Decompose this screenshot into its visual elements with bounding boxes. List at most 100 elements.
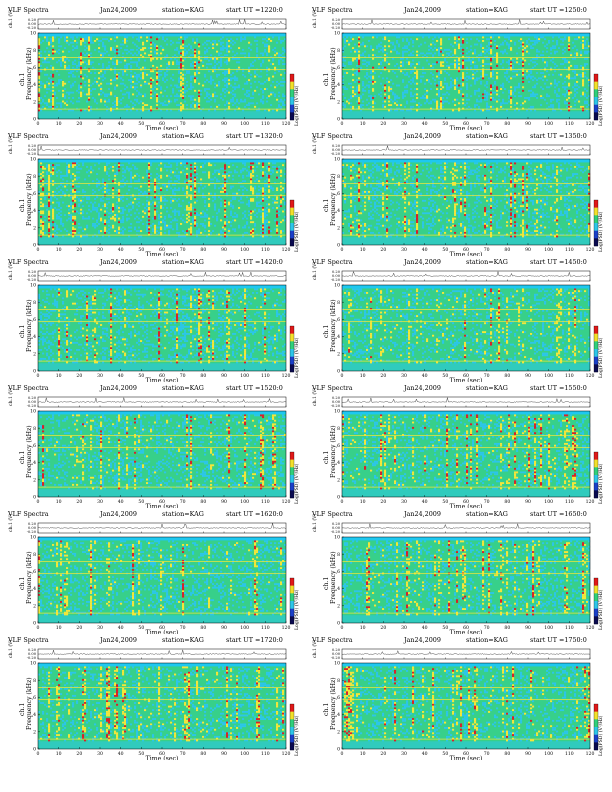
x-tick-label: 40 xyxy=(118,751,124,757)
x-tick-label: 10 xyxy=(360,499,366,505)
colorbar-label: Log(PSD) (V²/Hz) xyxy=(293,337,300,378)
waveform-tick-label: 0.00 xyxy=(28,22,37,26)
x-tick-label: 30 xyxy=(97,751,103,757)
y-tick-label: 10 xyxy=(334,661,340,667)
x-tick-label: 110 xyxy=(261,499,270,505)
colorbar-label: Log(PSD) (V²/Hz) xyxy=(293,85,300,126)
spectrogram-heatmap xyxy=(342,537,591,623)
waveform-tick-label: 0.00 xyxy=(28,526,37,530)
waveform-trace xyxy=(341,19,591,25)
x-tick-label: 90 xyxy=(221,751,227,757)
panel-start-time: start UT =1250:0 xyxy=(530,6,587,14)
x-tick-label: 50 xyxy=(138,247,144,253)
panel-station: station=KAG xyxy=(162,132,204,140)
waveform-tick-label: 0.20 xyxy=(332,270,341,274)
x-tick-label: 0 xyxy=(341,247,344,253)
waveform-tick-label: -0.20 xyxy=(27,404,37,408)
waveform-tick-label: 0.20 xyxy=(28,522,37,526)
colorbar-label: Log(PSD) (V²/Hz) xyxy=(293,715,300,756)
y-tick-label: 2 xyxy=(337,729,340,735)
panel-date: Jan24,2009 xyxy=(403,636,441,644)
waveform-trace xyxy=(37,19,287,25)
y-axis-label: Frequency (kHz) xyxy=(330,47,337,100)
y-tick-label: 6 xyxy=(33,695,36,701)
x-tick-label: 60 xyxy=(463,499,469,505)
x-tick-label: 90 xyxy=(525,247,531,253)
spectrogram-heatmap xyxy=(38,411,287,497)
y-tick-label: 2 xyxy=(33,351,36,357)
x-tick-label: 100 xyxy=(240,121,249,127)
y-tick-label: 6 xyxy=(337,695,340,701)
x-tick-label: 10 xyxy=(56,373,62,379)
x-axis-label: Time (sec) xyxy=(450,378,483,383)
waveform-tick-label: 0.00 xyxy=(332,526,341,530)
y-tick-label: 2 xyxy=(337,99,340,105)
x-tick-label: 50 xyxy=(138,625,144,631)
waveform-trace xyxy=(37,145,287,151)
y-tick-label: 4 xyxy=(33,82,36,88)
waveform-trace xyxy=(37,271,287,277)
panel-start-time: start UT =1220:0 xyxy=(226,6,283,14)
x-tick-label: 0 xyxy=(37,751,40,757)
x-tick-label: 30 xyxy=(97,373,103,379)
y-tick-label: 8 xyxy=(337,174,340,180)
panel-title: VLF Spectra xyxy=(7,636,49,644)
x-tick-label: 100 xyxy=(240,499,249,505)
x-tick-label: 60 xyxy=(159,625,165,631)
x-tick-label: 0 xyxy=(37,373,40,379)
colorbar xyxy=(593,73,599,121)
y-tick-label: 2 xyxy=(337,225,340,231)
spectra-panel-6: VLF Spectra Jan24,2009 station=KAG start UT… xyxy=(311,258,604,383)
x-tick-label: 20 xyxy=(76,499,82,505)
y-tick-label: 10 xyxy=(30,283,36,289)
panel-start-time: start UT =1520:0 xyxy=(226,384,283,392)
x-tick-label: 80 xyxy=(200,373,206,379)
colorbar xyxy=(593,451,599,499)
channel-label: ch.1 xyxy=(19,73,26,86)
channel-label: ch.1 xyxy=(323,325,330,338)
x-tick-label: 90 xyxy=(525,625,531,631)
y-tick-label: 8 xyxy=(337,678,340,684)
x-tick-label: 100 xyxy=(240,247,249,253)
panel-station: station=KAG xyxy=(466,384,508,392)
y-tick-label: 6 xyxy=(337,569,340,575)
waveform-ylabel: ch.1 (V) xyxy=(311,640,318,658)
waveform-tick-label: -0.20 xyxy=(27,656,37,660)
x-tick-label: 30 xyxy=(401,625,407,631)
y-tick-label: 6 xyxy=(33,317,36,323)
x-tick-label: 30 xyxy=(97,247,103,253)
x-axis-label: Time (sec) xyxy=(450,252,483,257)
x-tick-label: 120 xyxy=(586,499,595,505)
y-tick-label: 10 xyxy=(334,31,340,37)
x-tick-label: 10 xyxy=(56,751,62,757)
spectrogram-heatmap xyxy=(342,159,591,245)
spectra-panel-4: VLF Spectra Jan24,2009 station=KAG start UT… xyxy=(311,132,604,257)
x-tick-label: 50 xyxy=(442,373,448,379)
x-tick-label: 10 xyxy=(360,121,366,127)
waveform-tick-label: 0.20 xyxy=(332,144,341,148)
x-tick-label: 40 xyxy=(118,625,124,631)
waveform-ylabel: ch.1 (V) xyxy=(7,136,14,154)
y-tick-label: 2 xyxy=(337,477,340,483)
x-tick-label: 70 xyxy=(180,121,186,127)
x-tick-label: 40 xyxy=(422,247,428,253)
x-tick-label: 50 xyxy=(442,499,448,505)
colorbar xyxy=(593,199,599,247)
x-tick-label: 80 xyxy=(504,121,510,127)
waveform-ylabel: ch.1 (V) xyxy=(311,262,318,280)
colorbar xyxy=(289,703,295,751)
x-tick-label: 70 xyxy=(484,499,490,505)
panel-title: VLF Spectra xyxy=(311,258,353,266)
x-tick-label: 0 xyxy=(37,247,40,253)
y-tick-label: 4 xyxy=(33,460,36,466)
y-tick-label: 6 xyxy=(33,569,36,575)
spectra-panel-10: VLF Spectra Jan24,2009 station=KAG start UT… xyxy=(311,510,604,634)
x-tick-label: 10 xyxy=(360,373,366,379)
x-tick-label: 90 xyxy=(221,499,227,505)
x-tick-label: 50 xyxy=(138,499,144,505)
spectrogram-heatmap xyxy=(38,159,287,245)
waveform-tick-label: -0.20 xyxy=(331,152,341,156)
y-tick-label: 4 xyxy=(33,712,36,718)
y-tick-label: 0 xyxy=(337,495,340,501)
panel-title: VLF Spectra xyxy=(311,6,353,14)
